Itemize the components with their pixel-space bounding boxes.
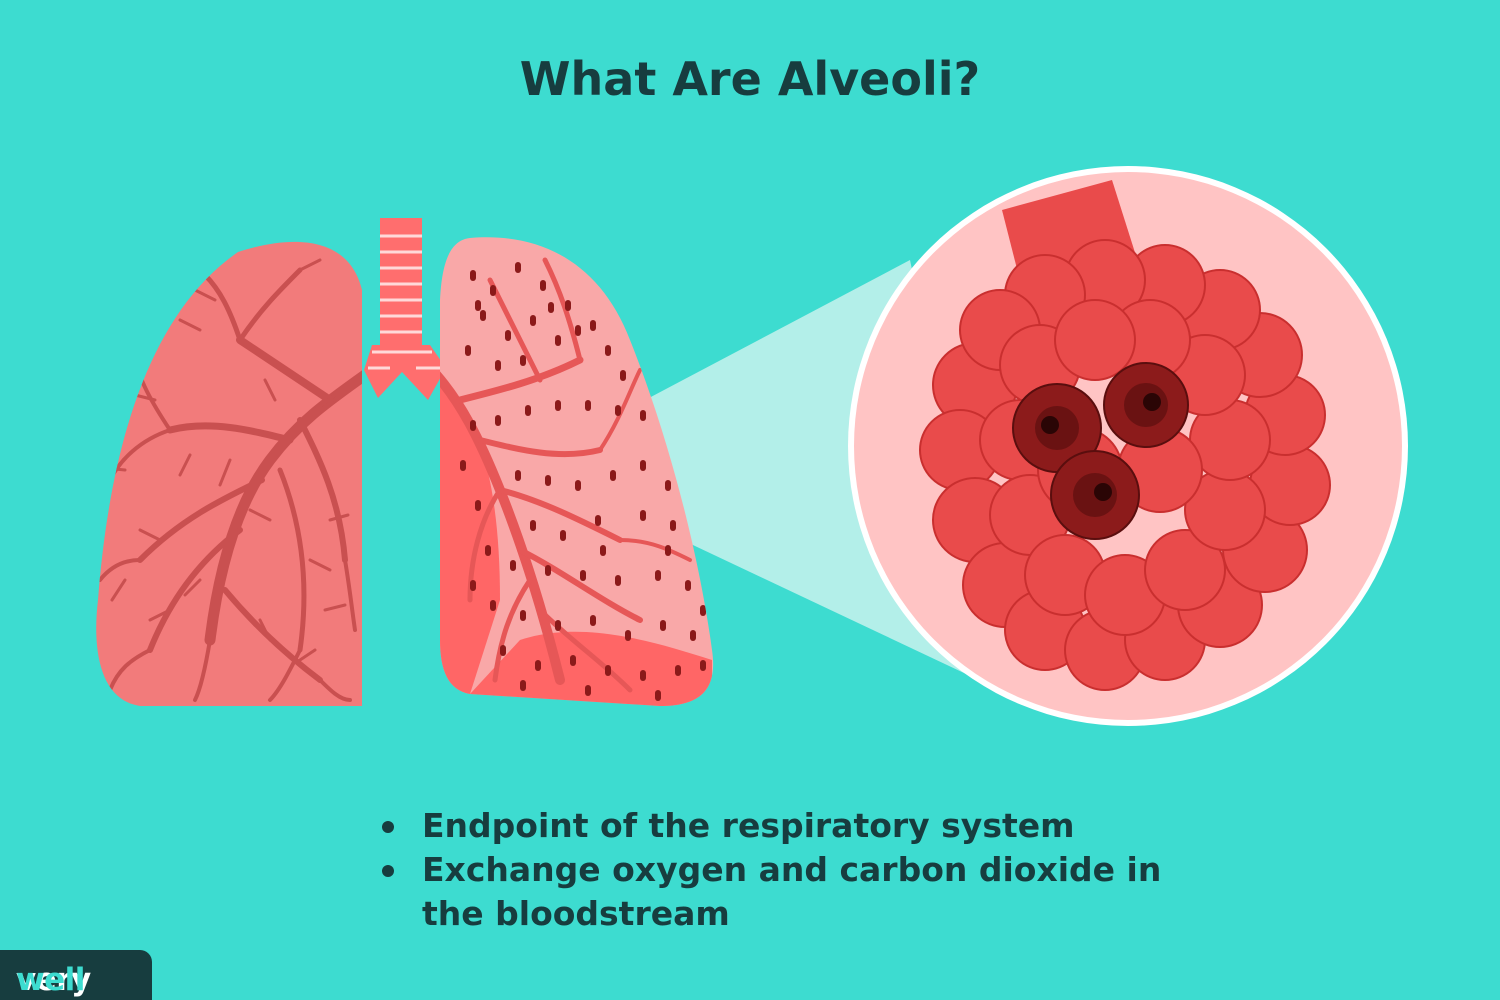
magnifier-circle <box>848 166 1408 726</box>
bullet-list: Endpoint of the respiratory system Excha… <box>382 804 1182 936</box>
logo-text-well: well <box>16 962 85 998</box>
logo-text-very: very <box>16 962 91 998</box>
bronchial-tree-left <box>98 258 363 702</box>
page-title: What Are Alveoli? <box>519 52 981 106</box>
bullet-dot-icon <box>382 865 394 877</box>
right-lung <box>440 237 714 706</box>
bullet-text: Exchange oxygen and carbon dioxide in th… <box>422 850 1162 933</box>
bullet-dot-icon <box>382 821 394 833</box>
left-lung <box>96 241 363 707</box>
verywell-logo: very well <box>0 950 152 1000</box>
trachea <box>364 218 446 400</box>
bullet-text: Endpoint of the respiratory system <box>422 806 1075 845</box>
alveoli-dots <box>460 262 706 701</box>
bullet-item: Exchange oxygen and carbon dioxide in th… <box>382 848 1182 936</box>
alveoli-cluster <box>919 180 1331 691</box>
bullet-item: Endpoint of the respiratory system <box>382 804 1182 848</box>
bronchial-tree-right <box>440 257 692 693</box>
